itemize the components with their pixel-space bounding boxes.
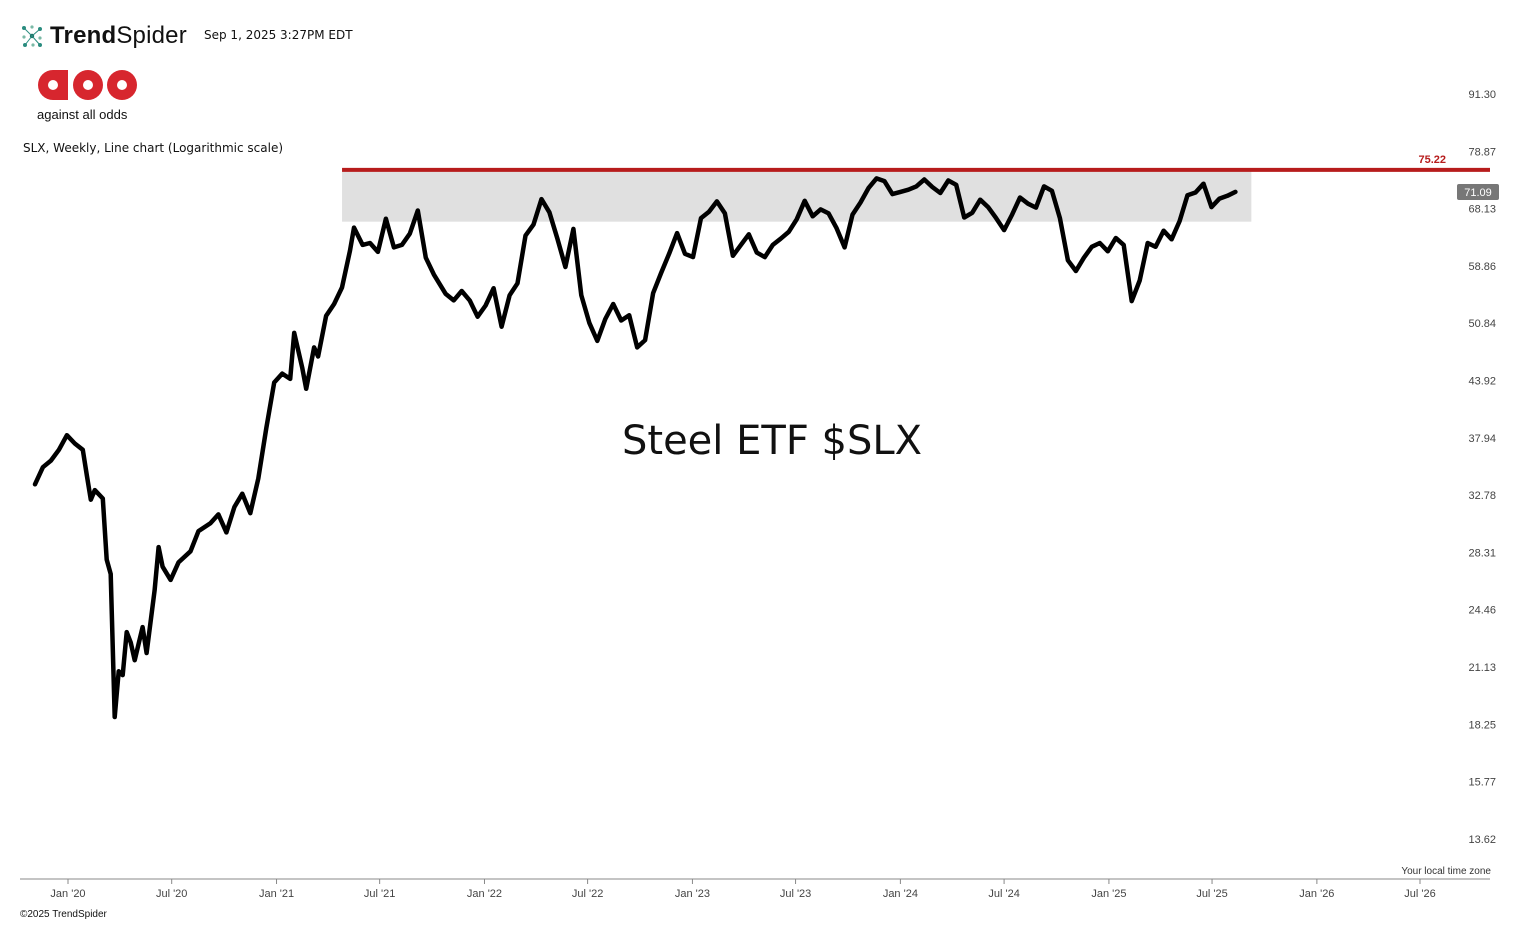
y-tick-label: 13.62 bbox=[1468, 834, 1496, 846]
timezone-label[interactable]: Your local time zone bbox=[1401, 866, 1491, 877]
x-tick-label: Jul '20 bbox=[156, 888, 187, 900]
copyright: ©2025 TrendSpider bbox=[20, 909, 107, 920]
x-tick-label: Jan '21 bbox=[259, 888, 294, 900]
x-tick-label: Jul '25 bbox=[1196, 888, 1227, 900]
x-tick-label: Jan '24 bbox=[883, 888, 918, 900]
y-tick-label: 37.94 bbox=[1468, 433, 1496, 445]
x-tick-label: Jan '20 bbox=[50, 888, 85, 900]
x-tick-label: Jul '24 bbox=[988, 888, 1019, 900]
y-tick-label: 18.25 bbox=[1468, 719, 1496, 731]
y-tick-label: 24.46 bbox=[1468, 605, 1496, 617]
y-tick-label: 68.13 bbox=[1468, 204, 1496, 216]
brand-prefix: Trend bbox=[50, 22, 117, 49]
last-price-tag bbox=[1457, 183, 1499, 200]
resistance-label: 75.22 bbox=[1418, 154, 1446, 166]
y-tick-label: 50.84 bbox=[1468, 318, 1496, 330]
x-tick-label: Jan '22 bbox=[467, 888, 502, 900]
y-tick-label: 21.13 bbox=[1468, 662, 1496, 674]
logo-text: against all odds bbox=[37, 107, 128, 122]
brand-suffix: Spider bbox=[116, 22, 187, 49]
y-tick-label: 15.77 bbox=[1468, 777, 1496, 789]
brand-header[interactable]: TrendSpider bbox=[20, 22, 187, 50]
y-tick-label: 91.30 bbox=[1468, 89, 1496, 101]
brand-name: TrendSpider bbox=[50, 22, 187, 50]
x-tick-label: Jul '23 bbox=[780, 888, 811, 900]
against-all-odds-logo bbox=[38, 70, 137, 100]
last-price-label: 71.09 bbox=[1464, 187, 1492, 199]
price-line[interactable] bbox=[32, 176, 1238, 720]
y-tick-label: 58.86 bbox=[1468, 261, 1496, 273]
timestamp: Sep 1, 2025 3:27PM EDT bbox=[204, 28, 353, 42]
x-tick-label: Jan '25 bbox=[1091, 888, 1126, 900]
x-tick-label: Jul '21 bbox=[364, 888, 395, 900]
chart-subtitle: SLX, Weekly, Line chart (Logarithmic sca… bbox=[23, 141, 284, 155]
chart-annotation: Steel ETF $SLX bbox=[622, 418, 923, 464]
resistance-zone bbox=[342, 169, 1252, 222]
x-tick-label: Jan '26 bbox=[1299, 888, 1334, 900]
x-tick-label: Jan '23 bbox=[675, 888, 710, 900]
y-tick-label: 78.87 bbox=[1468, 146, 1496, 158]
y-tick-label: 32.78 bbox=[1468, 490, 1496, 502]
x-tick-label: Jul '22 bbox=[572, 888, 603, 900]
y-tick-label: 43.92 bbox=[1468, 376, 1496, 388]
x-tick-label: Jul '26 bbox=[1404, 888, 1435, 900]
y-tick-label: 28.31 bbox=[1468, 547, 1496, 559]
trendspider-logo-icon bbox=[22, 25, 42, 47]
